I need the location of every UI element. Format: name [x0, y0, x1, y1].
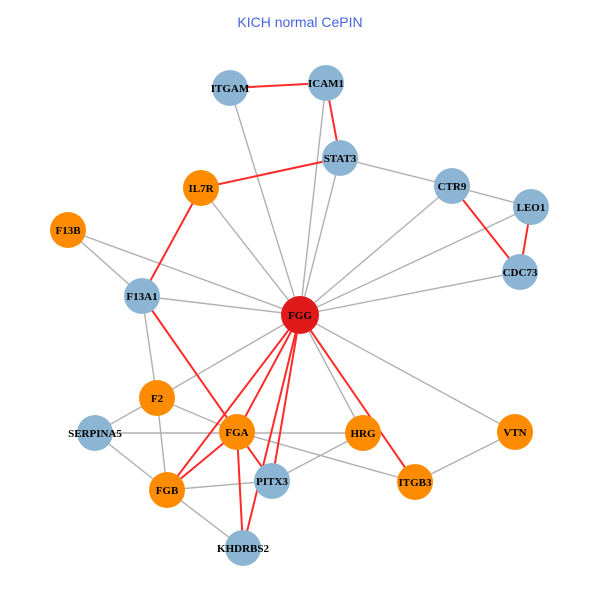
edge-FGG-FGA — [236, 314, 301, 433]
edge-FGG-HRG — [299, 314, 364, 434]
node-layer — [50, 65, 549, 566]
edge-F13A1-FGG — [141, 295, 301, 316]
edge-CDC73-FGG — [299, 271, 521, 316]
node-ITGB3[interactable] — [397, 464, 433, 500]
node-F13A1[interactable] — [124, 278, 160, 314]
edge-FGG-KHDRBS2 — [242, 314, 301, 549]
node-FGA[interactable] — [219, 414, 255, 450]
node-STAT3[interactable] — [322, 140, 358, 176]
edge-CTR9-FGG — [299, 185, 453, 316]
edge-STAT3-FGG — [299, 157, 341, 316]
edge-F2-FGG — [156, 314, 301, 399]
edge-ICAM1-FGG — [299, 82, 327, 316]
edge-FGG-VTN — [299, 314, 516, 433]
node-SERPINA5[interactable] — [77, 415, 113, 451]
edge-FGA-ITGB3 — [236, 431, 416, 483]
node-ICAM1[interactable] — [308, 65, 344, 101]
edge-VTN-ITGB3 — [414, 431, 516, 483]
node-CDC73[interactable] — [502, 254, 538, 290]
node-HRG[interactable] — [345, 415, 381, 451]
edge-F13A1-FGA — [141, 295, 238, 433]
node-LEO1[interactable] — [513, 189, 549, 225]
edge-LEO1-FGG — [299, 206, 532, 316]
edge-STAT3-IL7R — [200, 157, 341, 189]
node-IL7R[interactable] — [183, 170, 219, 206]
node-CTR9[interactable] — [434, 168, 470, 204]
edge-STAT3-CTR9 — [339, 157, 453, 187]
node-KHDRBS2[interactable] — [225, 530, 261, 566]
edge-F13B-FGG — [67, 229, 301, 316]
edge-ITGAM-FGG — [229, 87, 301, 316]
node-VTN[interactable] — [497, 414, 533, 450]
edge-FGG-ITGB3 — [299, 314, 416, 483]
node-ITGAM[interactable] — [212, 70, 248, 106]
node-PITX3[interactable] — [254, 463, 290, 499]
edge-FGG-PITX3 — [271, 314, 301, 482]
node-FGB[interactable] — [149, 472, 185, 508]
plot-title: KICH normal CePIN — [237, 14, 363, 30]
node-F2[interactable] — [139, 380, 175, 416]
edge-IL7R-F13A1 — [141, 187, 202, 297]
node-FGG[interactable] — [281, 296, 319, 334]
edge-CTR9-CDC73 — [451, 185, 521, 273]
edge-FGG-FGB — [166, 314, 301, 491]
edge-IL7R-FGG — [200, 187, 301, 316]
edge-FGA-KHDRBS2 — [236, 431, 244, 549]
node-F13B[interactable] — [50, 212, 86, 248]
